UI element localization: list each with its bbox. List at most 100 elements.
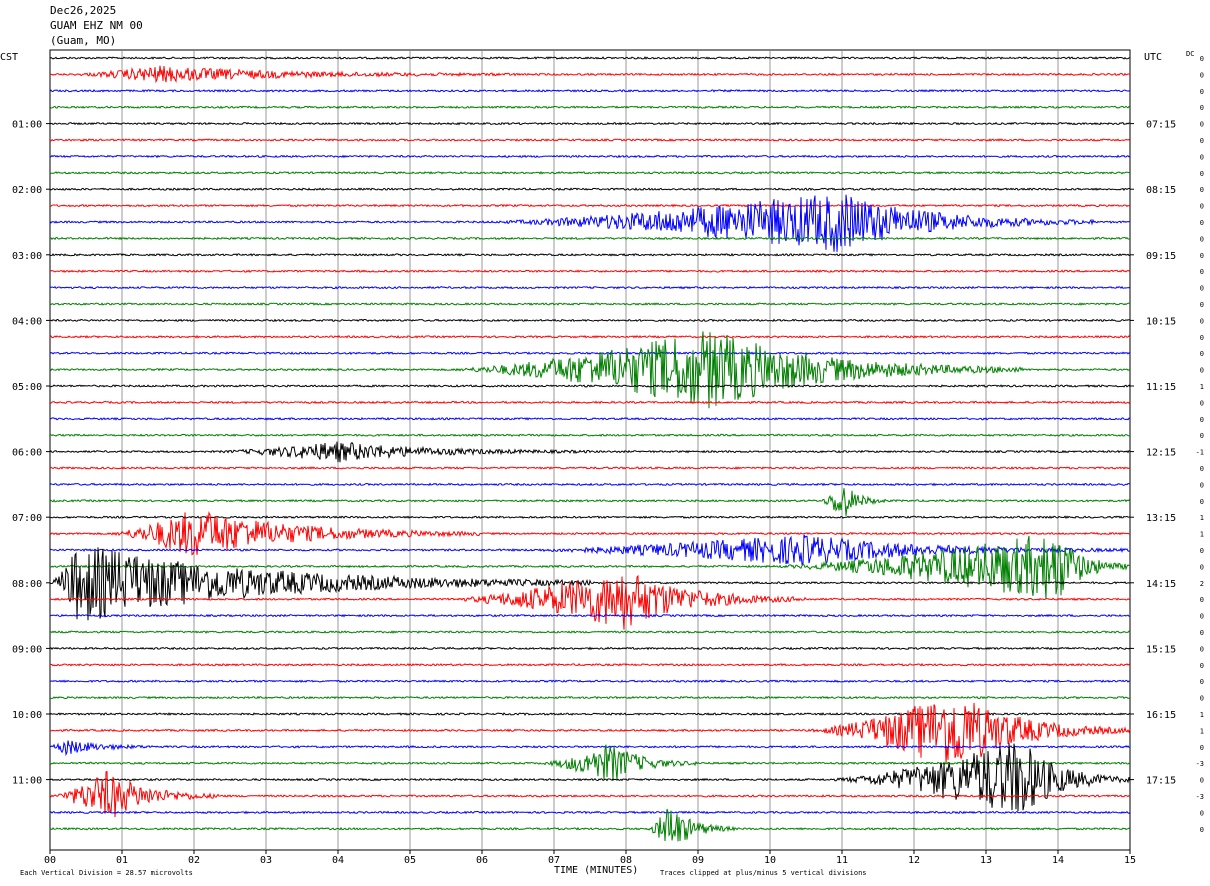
- trace-row-26: [49, 482, 1131, 487]
- trace-row-42: [49, 740, 1130, 757]
- trace-row-39: [49, 695, 1131, 700]
- dc-offset-label: 1: [1200, 727, 1204, 735]
- trace-row-33: [49, 574, 1131, 630]
- trace-row-24: [49, 441, 1131, 463]
- vertical-division-note: Each Vertical Division = 28.57 microvolt…: [20, 869, 193, 877]
- trace-row-11: [49, 236, 1131, 241]
- trace-row-12: [50, 252, 1131, 257]
- dc-offset-label: 0: [1200, 153, 1204, 161]
- trace-row-45: [49, 770, 1131, 818]
- dc-offset-label: -3: [1196, 760, 1204, 768]
- dc-offset-label: 0: [1200, 498, 1204, 506]
- x-tick-label: 14: [1052, 855, 1064, 866]
- x-tick-label: 00: [44, 855, 56, 866]
- left-hour-label: 02:00: [12, 185, 42, 196]
- x-tick-label: 13: [980, 855, 992, 866]
- dc-offset-label: 0: [1200, 777, 1204, 785]
- right-hour-label: 17:15: [1146, 776, 1176, 787]
- header-station: GUAM EHZ NM 00: [50, 19, 143, 32]
- header-location: (Guam, MO): [50, 34, 117, 47]
- left-hour-label: 05:00: [12, 382, 42, 393]
- trace-row-38: [49, 679, 1131, 684]
- trace-row-8: [49, 187, 1130, 192]
- right-hour-label: 16:15: [1146, 710, 1176, 721]
- trace-row-6: [49, 154, 1131, 159]
- dc-offset-label: 0: [1200, 596, 1204, 604]
- left-hour-label: 04:00: [12, 316, 42, 327]
- dc-offset-label: 0: [1200, 285, 1204, 293]
- x-tick-label: 06: [476, 855, 488, 866]
- dc-offset-label: 1: [1200, 514, 1204, 522]
- x-tick-label: 01: [116, 855, 128, 866]
- trace-row-25: [49, 466, 1131, 470]
- left-hour-label: 07:00: [12, 513, 42, 524]
- trace-row-2: [49, 88, 1131, 93]
- left-hour-label: 09:00: [12, 644, 42, 655]
- dc-offset-label: 0: [1200, 547, 1204, 555]
- dc-offset-label: 0: [1200, 170, 1204, 178]
- dc-offset-label: 0: [1200, 88, 1204, 96]
- x-tick-label: 12: [908, 855, 920, 866]
- trace-row-35: [49, 630, 1131, 634]
- trace-row-10: [49, 194, 1131, 252]
- trace-row-21: [49, 400, 1131, 405]
- dc-offset-label: 0: [1200, 104, 1204, 112]
- trace-row-3: [49, 105, 1131, 110]
- right-hour-label: 12:15: [1146, 448, 1176, 459]
- dc-offset-label: 0: [1200, 350, 1204, 358]
- trace-row-47: [49, 808, 1131, 842]
- dc-offset-label: 0: [1200, 219, 1204, 227]
- dc-offset-label: 1: [1200, 711, 1204, 719]
- trace-row-44: [49, 743, 1131, 812]
- trace-row-20: [49, 384, 1131, 388]
- x-tick-labels: 00 01 02 03 04 05 06 07 08 09 10 11 12 13 14 15: [44, 850, 1136, 866]
- trace-row-7: [49, 170, 1131, 175]
- dc-offset-label: 0: [1200, 432, 1204, 440]
- left-hour-label: 10:00: [12, 710, 42, 721]
- trace-row-36: [49, 646, 1131, 651]
- x-tick-label: 04: [332, 855, 344, 866]
- right-timezone-label: UTC: [1144, 52, 1162, 63]
- dc-offset-label: -3: [1196, 793, 1204, 801]
- trace-row-40: [49, 712, 1131, 716]
- left-hour-label: 01:00: [12, 120, 42, 131]
- x-tick-label: 07: [548, 855, 560, 866]
- right-hour-label: 14:15: [1146, 579, 1176, 590]
- dc-offset-label: 0: [1200, 121, 1204, 129]
- dc-offset-label: 0: [1200, 71, 1204, 79]
- x-tick-label: 10: [764, 855, 776, 866]
- trace-row-4: [49, 121, 1131, 126]
- dc-offset-label: -1: [1196, 449, 1204, 457]
- dc-offset-label: 1: [1200, 531, 1204, 539]
- trace-row-18: [49, 351, 1131, 356]
- dc-offset-label: 0: [1200, 826, 1204, 834]
- trace-row-19: [49, 331, 1131, 409]
- header-date: Dec26,2025: [50, 4, 117, 17]
- trace-row-31: [49, 535, 1131, 600]
- trace-row-27: [49, 488, 1131, 516]
- dc-offset-label: 0: [1200, 268, 1204, 276]
- right-hour-label: 09:15: [1146, 251, 1176, 262]
- x-tick-label: 03: [260, 855, 272, 866]
- dc-offset-label: 0: [1200, 55, 1204, 63]
- dc-offset-label: 0: [1200, 563, 1204, 571]
- trace-row-46: [49, 810, 1131, 815]
- right-hour-label: 15:15: [1146, 644, 1176, 655]
- x-tick-label: 09: [692, 855, 704, 866]
- dc-offset-label: 0: [1200, 465, 1204, 473]
- dc-offset-label: 0: [1200, 613, 1204, 621]
- dc-offset-labels: 0 0 0 0 0 0 0 0 0 0 0 0 0 0 0 0 0 0 0 0 1 0 0 0 -1 0 0 0 1 1 0 0 2 0 0 0 0 0 0…: [1196, 55, 1204, 834]
- dc-offset-label: 0: [1200, 252, 1204, 260]
- trace-row-13: [49, 269, 1131, 273]
- dc-offset-label: 0: [1200, 186, 1204, 194]
- plot-frame: [49, 49, 1131, 851]
- left-hour-label: 03:00: [12, 251, 42, 262]
- right-hour-label: 13:15: [1146, 513, 1176, 524]
- dc-offset-label: 2: [1200, 580, 1204, 588]
- dc-offset-label: 0: [1200, 203, 1204, 211]
- trace-row-34: [49, 613, 1131, 618]
- dc-offset-label: 0: [1200, 137, 1204, 145]
- right-hour-label: 08:15: [1146, 185, 1176, 196]
- left-hour-label: 08:00: [12, 579, 42, 590]
